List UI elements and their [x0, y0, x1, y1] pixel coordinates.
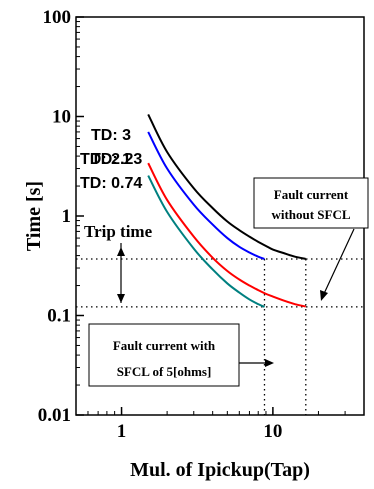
td-label-2-23: TD: 2.23	[80, 151, 142, 168]
box-without-line1: Fault current	[274, 187, 349, 202]
trip-time-arrow-head-down	[117, 294, 125, 303]
box-without-sfcl	[253, 177, 369, 229]
td-label-1-visible: TD: 1	[91, 151, 131, 168]
x-tick-label: 10	[263, 421, 282, 442]
box-without-arrow	[321, 228, 355, 299]
y-axis-title: Time [s]	[23, 181, 45, 251]
box-without-arrow-head	[320, 290, 328, 301]
x-axis-title: Mul. of Ipickup(Tap)	[130, 459, 310, 481]
series-group	[147, 113, 307, 308]
box-with-line2: SFCL of 5[ohms]	[117, 364, 212, 379]
series-line	[147, 131, 265, 260]
tick-labels: 100 10 1 0.1 0.01 1 10	[38, 7, 283, 442]
td-label-0-74: TD: 0.74	[80, 175, 142, 192]
box-with-sfcl	[88, 323, 240, 387]
y-tick-label: 10	[52, 107, 71, 128]
reference-lines	[76, 258, 364, 415]
major-ticks	[76, 16, 274, 416]
box-with-line1: Fault current with	[113, 338, 216, 353]
series-line	[147, 162, 307, 308]
series-line	[147, 175, 265, 308]
box-with-arrow-head	[265, 359, 274, 367]
box-without-line2: without SFCL	[271, 207, 350, 222]
td-label-3: TD: 3	[91, 127, 131, 144]
trip-time-label: Trip time	[84, 222, 153, 241]
y-tick-label: 1	[62, 206, 72, 227]
y-tick-label: 0.1	[47, 306, 71, 327]
y-tick-label: 0.01	[38, 405, 71, 426]
trip-time-arrow-head-up	[117, 247, 125, 256]
series-line	[147, 113, 307, 260]
x-tick-label: 1	[117, 421, 127, 442]
y-tick-label: 100	[43, 7, 72, 28]
